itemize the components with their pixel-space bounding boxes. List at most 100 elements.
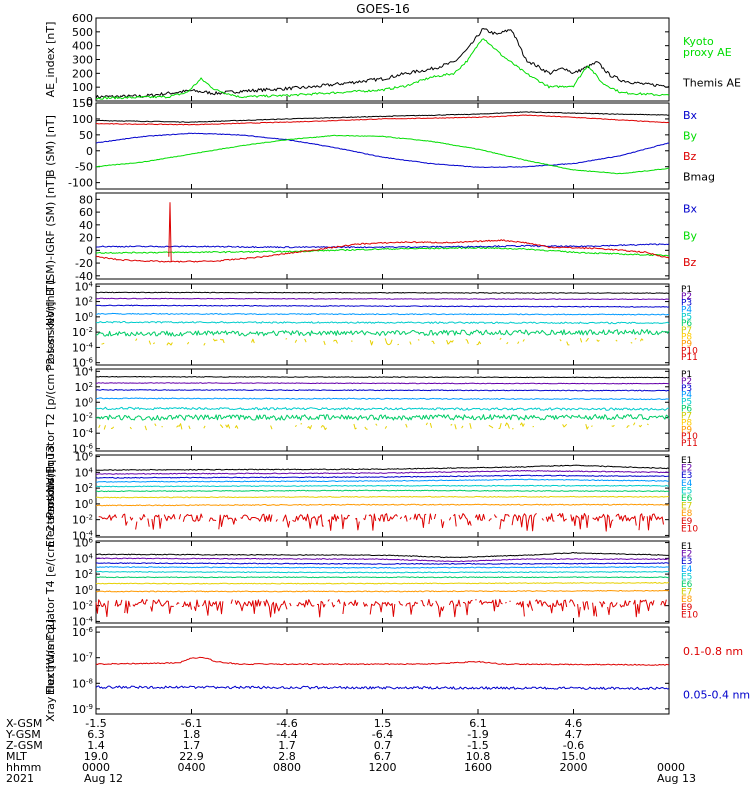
series-line-p2: [95, 382, 669, 385]
legend-label: E9: [681, 603, 693, 613]
x-row-value: 4.7: [565, 728, 583, 741]
y-tick-label: 10-6: [72, 626, 94, 639]
y-tick-label: 10-4: [72, 427, 94, 440]
series-line-e1: [95, 552, 669, 559]
y-tick-label: 104: [75, 280, 94, 293]
legend-label: E4: [681, 565, 693, 575]
series-line-bx: [95, 243, 670, 249]
legend-label: Bmag: [683, 171, 715, 184]
legend-label: Bx: [683, 202, 698, 215]
y-tick-label: 200: [72, 67, 93, 80]
x-row-value: 6.3: [87, 728, 105, 741]
legend-label: P8: [681, 333, 692, 343]
y-tick-label: 100: [75, 396, 93, 409]
legend-label: E6: [681, 494, 693, 504]
x-row-value: -6.1: [181, 717, 202, 730]
panel-frame: [95, 626, 670, 715]
panel-frame: [95, 192, 670, 280]
legend-label: P3: [681, 384, 692, 394]
legend-label: P1: [681, 370, 692, 380]
series-line-p6: [95, 414, 670, 421]
series-line-by: [96, 134, 670, 175]
legend-label: E6: [681, 580, 693, 590]
legend-label: E2: [681, 464, 692, 474]
y-tick-label: 80: [79, 193, 93, 206]
y-axis-label: Protons North T1: [44, 278, 57, 371]
y-tick-label: 102: [75, 482, 93, 495]
legend-label: P8: [681, 418, 692, 428]
x-row-value: -1.5: [85, 717, 106, 730]
legend: Bx By Bz: [683, 202, 698, 269]
series-line-by: [95, 246, 670, 257]
x-row-value: 1.7: [278, 739, 296, 752]
x-row-value: 0000: [82, 761, 110, 774]
legend-label: P11: [681, 439, 698, 449]
series-line-p5: [95, 406, 670, 411]
legend-label: E4: [681, 479, 693, 489]
y-axis-label: B (SM)-IGRF (SM) [nT]: [44, 176, 57, 296]
series-line-0-1-0-8-nm: [95, 656, 670, 666]
legend-label: 0.1-0.8 nm: [683, 645, 743, 658]
legend-label: Bx: [683, 109, 698, 122]
x-row-value: 1.7: [183, 739, 201, 752]
panel-frame: [95, 368, 670, 452]
legend-label: P2: [681, 292, 692, 302]
y-tick-label: 10-2: [72, 412, 93, 425]
series-line-e4: [96, 566, 670, 569]
series-line-bz: [95, 239, 670, 263]
y-tick-label: 10-7: [72, 652, 93, 665]
y-tick-label: -40: [75, 270, 93, 283]
legend-label: proxy AE: [683, 46, 732, 59]
x-row-value: -1.9: [467, 728, 488, 741]
legend-label: E9: [681, 517, 693, 527]
series-line-p2: [95, 297, 670, 300]
legend-label: P5: [681, 398, 692, 408]
legend-label: E1: [681, 542, 692, 552]
y-tick-label: 100: [72, 113, 93, 126]
y-tick-label: 0: [86, 95, 93, 108]
legend-label: P7: [681, 411, 692, 421]
series-line-e3: [95, 474, 670, 479]
x-row-value: -4.6: [276, 717, 297, 730]
x-row-value: 1200: [369, 761, 397, 774]
x-row-label: Z-GSM: [6, 739, 43, 752]
x-row-label: Y-GSM: [5, 728, 41, 741]
x-row-value: 0000: [657, 761, 685, 774]
y-tick-label: 500: [72, 26, 93, 39]
y-tick-label: 10-9: [72, 703, 93, 716]
y-tick-label: 102: [75, 568, 93, 581]
series-line-e6: [95, 489, 670, 493]
panel-2: 150 100 50 0 -50 -100 B (SM) [nT] Bx By Bz Bmag: [44, 97, 715, 190]
series-line-p1: [95, 375, 670, 379]
series-line-e7: [95, 581, 670, 585]
y-tick-label: 0: [86, 244, 93, 257]
y-tick-label: 106: [75, 537, 94, 550]
x-row-value: 10.8: [466, 750, 491, 763]
series-line-e6: [95, 576, 669, 579]
x-row-value: 0400: [178, 761, 206, 774]
panel-8: 10-6 10-7 10-8 10-9 Xray flux [W/m^2] 0.1-0.8…: [44, 619, 750, 722]
y-tick-label: 106: [75, 451, 94, 464]
legend-label: E8: [681, 509, 693, 519]
series-line-p4: [95, 397, 670, 401]
series-line-e8: [95, 503, 670, 507]
y-axis-label: Xray flux [W/m^2]: [44, 619, 57, 722]
legend-label: Themis AE: [682, 76, 741, 89]
series-line-bx: [95, 132, 669, 168]
y-tick-label: 60: [79, 206, 93, 219]
y-tick-label: -50: [75, 161, 93, 174]
legend-label: Bz: [683, 150, 697, 163]
series-line-p3: [95, 389, 670, 392]
y-tick-label: 10-2: [72, 600, 93, 613]
legend-label: P4: [681, 305, 692, 315]
panel-frame: [95, 102, 670, 190]
legend-label: P2: [681, 377, 692, 387]
panel-frame: [95, 283, 670, 366]
series-line-bz: [95, 114, 670, 126]
legend-label: Bz: [683, 256, 697, 269]
